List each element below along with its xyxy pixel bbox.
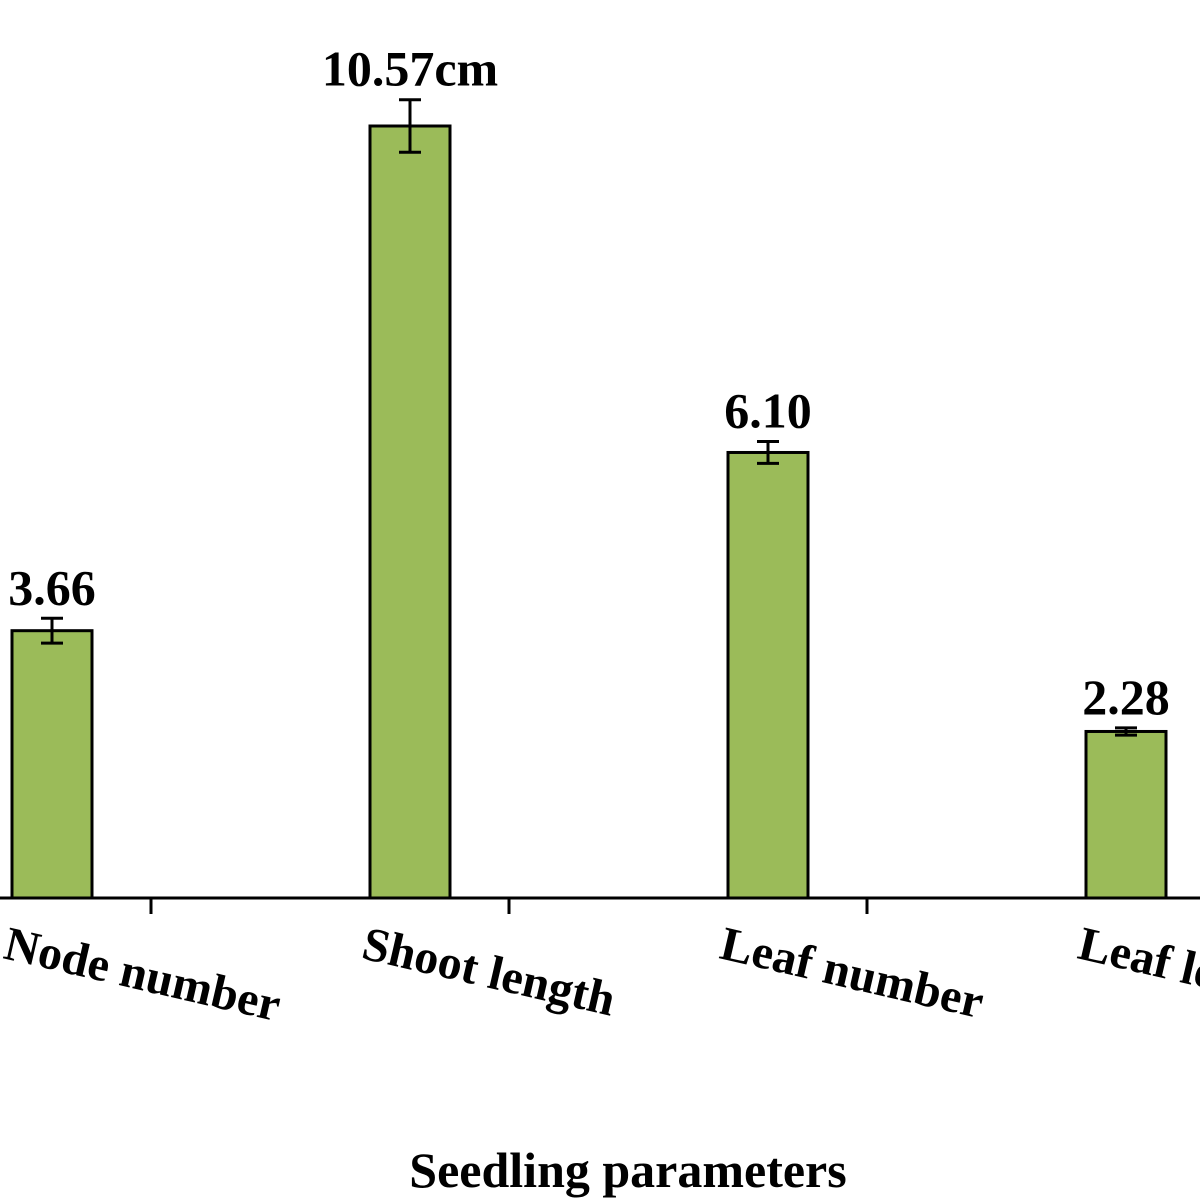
x-ticks-group [149,898,869,914]
bar-node-number [10,629,94,900]
data-label: 2.28 [1082,669,1170,725]
data-label: 10.57cm [322,41,498,97]
bar-shoot-length [368,124,452,900]
error-bar [399,98,421,154]
x-tick-labels-group: Node number Shoot length Leaf number Leaf l… [0,917,1200,1032]
x-tick-label: Shoot length [358,917,621,1027]
error-bars-group [41,98,1137,737]
error-bar [1115,726,1137,737]
error-bar [757,440,779,465]
x-tick-label: Leaf length [1074,917,1200,1021]
x-tick-label: Node number [0,917,286,1032]
data-label: 6.10 [724,383,812,439]
bar-leaf-number [726,450,810,900]
error-bar [41,616,63,645]
data-label: 3.66 [8,559,96,615]
bar-leaf-length [1084,729,1168,900]
x-axis-title: Seedling parameters [409,1142,846,1198]
data-labels-group: 3.66 10.57cm 6.10 2.28 [8,41,1170,725]
x-tick-label: Leaf number [716,917,989,1029]
bars-group [10,124,1168,900]
